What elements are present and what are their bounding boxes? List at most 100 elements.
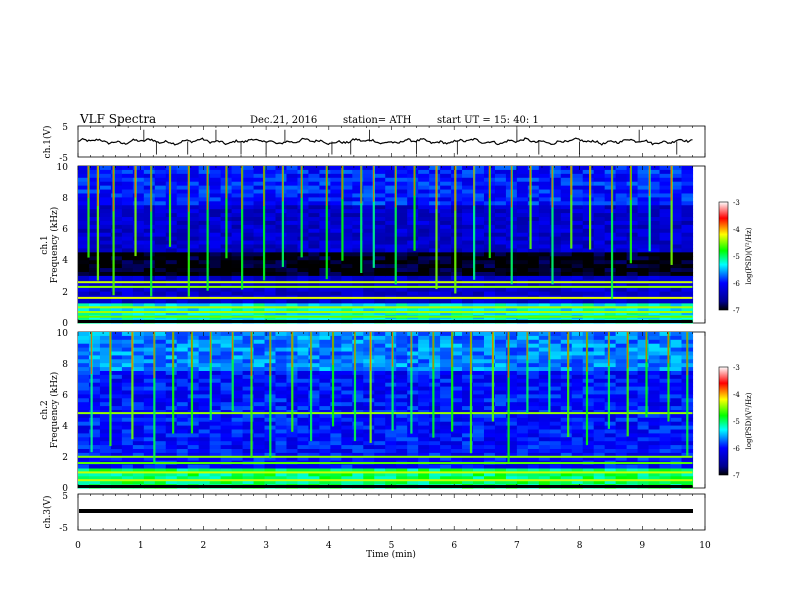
spectrogram-cell [473,213,485,218]
spectrogram-cell [516,425,529,431]
spectrogram-cell [494,472,507,477]
spectrogram-cell [681,271,694,277]
spectrogram-cell [99,382,112,388]
spectrogram-cell [538,185,551,191]
spectrogram-cell [549,449,562,454]
spectrogram-cell [560,275,573,281]
spectrogram-cell [670,359,683,364]
spectrogram-cell [396,166,408,171]
spectrogram-cell [549,480,562,485]
spectrogram-cell [78,437,90,442]
spectrogram-cell [121,371,134,376]
spectrogram-cell [462,197,474,202]
spectrogram-cell [527,406,540,411]
spectrogram-cell [418,189,430,195]
sferic-streak [435,166,438,290]
sferic-core [231,332,234,360]
spectrogram-cell [121,173,134,179]
spectrogram-cell [396,398,408,403]
spectrogram-cell [604,406,617,411]
spectrogram-cell [483,394,496,399]
spectrogram-cell [494,378,507,384]
spectrogram-cell [637,260,650,265]
spectrogram-cell [297,275,310,281]
spectrogram-cell [385,224,397,230]
spectrogram-cell [659,166,672,171]
spectrogram-cell [516,476,529,481]
spectrogram-cell [165,177,178,183]
spectrogram-cell [440,299,452,304]
spectrogram-cell [396,205,408,210]
spectrogram-cell [538,220,551,226]
spectrogram-cell [494,476,507,481]
spectrogram-cell [88,271,101,277]
spectrogram-cell [462,406,474,411]
spectrogram-cell [121,390,134,395]
spectrogram-cell [407,335,419,341]
spectrogram-cell [231,480,244,485]
spectrogram-cell [253,367,266,372]
spectrogram-cell [319,332,331,337]
spectrogram-cell [231,332,244,337]
spectrogram-cell [615,374,628,380]
spectrogram-cell [593,291,606,297]
spectrogram-cell [549,335,562,341]
spectrogram-cell [143,421,156,427]
spectrogram-cell [231,394,244,399]
spectrogram-cell [165,339,178,345]
spectrogram-cell [637,339,650,345]
spectrogram-cell [582,378,595,384]
spectrogram-cell [462,347,474,353]
spectrogram-cell [571,232,584,238]
spectrogram-cell [253,394,266,399]
spectrogram-cell [604,367,617,372]
spectrogram-cell [275,252,288,257]
spectrogram-cell [604,468,617,473]
spectrogram-cell [473,394,485,399]
spectrogram-cell [352,332,364,337]
spectrogram-cell [275,367,288,372]
spectrogram-cell [483,355,496,360]
sferic-streak [281,166,284,267]
spectrogram-cell [330,232,342,238]
spectrogram-cell [670,252,683,257]
spectrogram-cell [626,359,639,364]
spectrogram-cell [473,343,485,349]
spectrogram-cell [615,205,628,210]
spectrogram-cell [571,271,584,277]
spectrogram-cell [176,268,189,273]
spectrogram-cell [231,406,244,411]
spectrogram-cell [374,445,386,450]
spectrogram-cell [341,402,353,407]
spectrogram-cell [242,224,255,230]
spectrogram-cell [165,417,178,423]
spectrogram-cell [451,351,463,356]
spectrogram-cell [516,166,529,171]
spectrogram-cell [297,449,310,454]
spectrogram-cell [483,406,496,411]
spectrogram-cell [154,374,167,380]
spectrogram-cell [483,472,496,477]
spectrogram-cell [560,271,573,277]
spectrogram-cell [451,480,463,485]
spectrogram-cell [418,209,430,214]
spectrogram-cell [571,260,584,265]
sferic-streak [134,166,137,257]
spectrogram-cell [440,445,452,450]
spectrogram-cell [626,468,639,473]
spectrogram-cell [132,417,145,423]
spectrogram-cell [363,386,375,392]
sferic-streak [87,166,90,258]
spectrogram-cell [319,173,331,179]
spectrogram-cell [231,299,244,304]
spectrogram-cell [176,382,189,388]
spectrogram-cell [648,193,661,198]
spectrogram-cell [319,189,331,195]
spectrogram-cell [319,244,331,250]
spectrogram-cell [473,339,485,345]
ch2-freq-tick-0: 0 [62,484,68,494]
spectrogram-cell [462,256,474,261]
spectrogram-cell [615,421,628,427]
spectrogram-cell [549,351,562,356]
spectrogram-cell [363,177,375,183]
